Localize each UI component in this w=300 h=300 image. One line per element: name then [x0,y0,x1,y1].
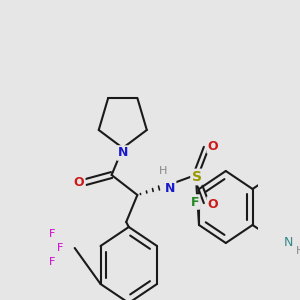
Text: F: F [57,243,63,253]
Text: F: F [49,229,56,239]
Text: H: H [296,246,300,256]
Text: O: O [74,176,84,188]
Text: F: F [49,257,56,267]
Text: H: H [159,166,167,176]
Text: N: N [165,182,175,194]
Text: N: N [118,146,128,160]
Text: O: O [208,140,218,152]
Text: S: S [192,170,202,184]
Text: F: F [190,196,199,208]
Text: O: O [208,197,218,211]
Text: N: N [284,236,293,250]
